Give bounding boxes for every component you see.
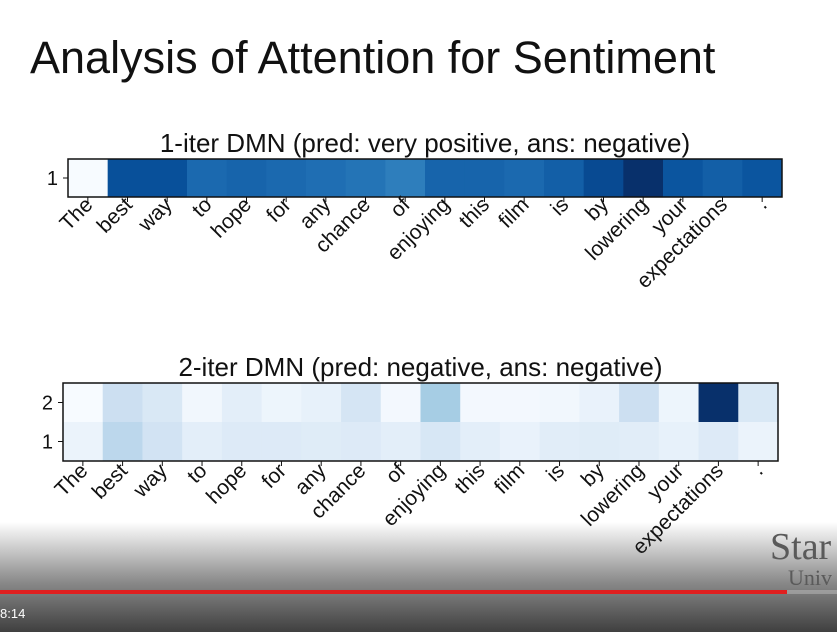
- column-label: of: [382, 459, 411, 488]
- heatmap-cell: [619, 383, 660, 423]
- heatmap-cell: [226, 159, 267, 198]
- video-controls-overlay: [0, 522, 837, 632]
- row-label: 2: [42, 393, 53, 415]
- heatmap-cell: [420, 383, 461, 423]
- heatmap-cell: [738, 422, 779, 462]
- heatmap-cell: [702, 159, 743, 198]
- heatmap-cell: [142, 422, 183, 462]
- row-label: 1: [47, 168, 58, 190]
- column-label: for: [262, 193, 296, 227]
- heatmap-cell: [341, 383, 382, 423]
- heatmap-cell: [619, 422, 660, 462]
- heatmap-cell: [623, 159, 664, 198]
- heatmap-cell: [583, 159, 624, 198]
- heatmap-cell: [63, 383, 104, 423]
- heatmap-cell: [380, 422, 421, 462]
- heatmap-cell: [63, 422, 104, 462]
- heatmap-cell: [301, 422, 342, 462]
- heatmap-cell: [102, 383, 143, 423]
- heatmap-title: 2-iter DMN (pred: negative, ans: negativ…: [178, 352, 662, 382]
- video-timestamp: 8:14: [0, 606, 26, 621]
- heatmap-cell: [698, 383, 739, 423]
- heatmap-frame: [62, 382, 779, 462]
- heatmap-cell: [301, 383, 342, 423]
- row-label: 1: [42, 432, 53, 454]
- heatmap-cell: [147, 159, 188, 198]
- heatmap-cell: [658, 422, 700, 462]
- heatmap-title: 1-iter DMN (pred: very positive, ans: ne…: [160, 128, 690, 158]
- heatmap-cell: [460, 422, 501, 462]
- heatmap-cell: [544, 159, 585, 198]
- column-label: this: [455, 193, 494, 232]
- column-label: .: [747, 459, 767, 479]
- heatmap-cell: [504, 159, 545, 198]
- heatmap-cell: [579, 383, 620, 423]
- heatmap-cell: [142, 383, 183, 423]
- heatmap-cell: [102, 422, 143, 462]
- heatmap-cell: [738, 383, 779, 423]
- heatmap-cell: [261, 383, 302, 423]
- heatmap-1: 1-iter DMN (pred: very positive, ans: ne…: [47, 128, 783, 293]
- heatmap-cell: [266, 159, 307, 198]
- heatmap-cell: [107, 159, 148, 198]
- heatmap-cell: [187, 159, 228, 198]
- heatmap-cell: [742, 159, 783, 198]
- slide-title: Analysis of Attention for Sentiment: [30, 32, 716, 83]
- heatmap-cell: [499, 383, 541, 423]
- video-progress-fill: [0, 590, 787, 594]
- video-progress-bar[interactable]: [0, 590, 837, 594]
- heatmap-cell: [221, 422, 263, 462]
- attention-heatmaps: 1-iter DMN (pred: very positive, ans: ne…: [42, 128, 783, 559]
- logo-line-1: Star: [770, 526, 832, 568]
- column-label: hope: [202, 459, 251, 508]
- heatmap-cell: [182, 383, 223, 423]
- column-label: way: [128, 459, 172, 503]
- heatmap-cell: [306, 159, 347, 198]
- heatmap-cell: [658, 383, 700, 423]
- heatmap-cell: [539, 422, 580, 462]
- heatmap-cell: [464, 159, 505, 198]
- heatmap-frame: [67, 158, 783, 198]
- column-label: way: [133, 193, 177, 237]
- heatmap-cell: [539, 383, 580, 423]
- heatmap-cell: [425, 159, 466, 198]
- heatmap-cell: [182, 422, 223, 462]
- heatmap-cell: [698, 422, 739, 462]
- heatmap-cell: [499, 422, 541, 462]
- heatmap-cell: [68, 159, 109, 198]
- heatmap-cell: [380, 383, 421, 423]
- heatmap-cell: [579, 422, 620, 462]
- column-label: film: [494, 193, 533, 232]
- column-label: best: [88, 459, 132, 503]
- column-label: best: [93, 193, 137, 237]
- heatmap-cell: [460, 383, 501, 423]
- heatmap-cell: [221, 383, 263, 423]
- logo-line-2: Univ: [788, 565, 832, 590]
- column-label: film: [490, 459, 529, 498]
- column-label: to: [183, 459, 212, 488]
- column-label: this: [450, 459, 489, 498]
- column-label: is: [542, 459, 569, 486]
- heatmap-cell: [345, 159, 386, 198]
- column-label: for: [257, 459, 291, 493]
- heatmap-cell: [420, 422, 461, 462]
- heatmap-cell: [341, 422, 382, 462]
- university-logo: Star Univ: [770, 528, 832, 590]
- heatmap-cell: [261, 422, 302, 462]
- heatmap-cell: [663, 159, 704, 198]
- column-label: The: [56, 193, 98, 235]
- heatmap-cell: [385, 159, 426, 198]
- column-label: The: [51, 459, 93, 501]
- column-label: hope: [207, 193, 256, 242]
